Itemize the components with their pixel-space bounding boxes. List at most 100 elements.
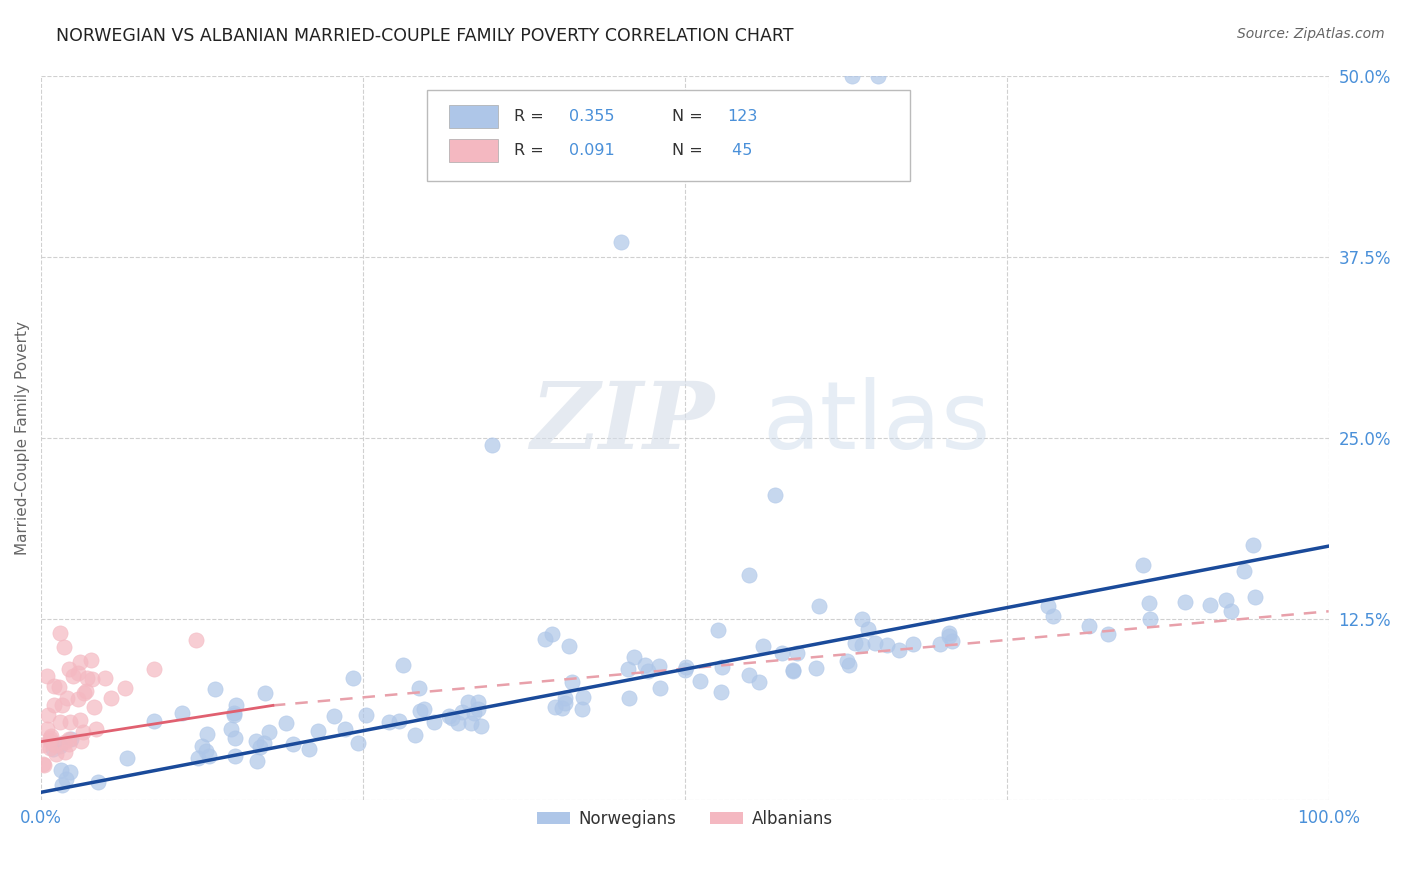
Text: 123: 123 <box>727 110 758 124</box>
Point <box>53 640 76 655</box>
Point <box>31 738 53 752</box>
Point <box>59 732 82 747</box>
Point <box>59 765 82 780</box>
Point <box>460 715 482 730</box>
Point <box>533 632 555 647</box>
Point <box>347 736 370 750</box>
Point <box>938 626 960 640</box>
Text: N =: N = <box>672 110 707 124</box>
Point <box>354 708 377 723</box>
Point <box>32 758 55 772</box>
Point <box>648 681 671 695</box>
Point <box>450 705 472 719</box>
Point <box>748 675 770 690</box>
Point <box>463 706 485 720</box>
Point <box>322 709 344 723</box>
Point <box>838 658 860 673</box>
Point <box>281 737 304 751</box>
Point <box>224 731 246 746</box>
Point <box>224 749 246 764</box>
Point <box>67 665 90 680</box>
Point <box>49 763 72 777</box>
Point <box>83 700 105 714</box>
Point <box>67 691 90 706</box>
Point <box>191 739 214 754</box>
Point <box>53 735 76 749</box>
Point <box>86 775 108 789</box>
Point <box>253 685 276 699</box>
Point <box>219 722 242 736</box>
Point <box>404 728 426 742</box>
Point <box>274 715 297 730</box>
Point <box>249 740 271 755</box>
Point <box>48 680 70 694</box>
Point <box>31 757 53 772</box>
Point <box>617 662 640 676</box>
Point <box>42 742 65 756</box>
Point <box>76 672 98 686</box>
Point <box>198 748 221 763</box>
Text: ZIP: ZIP <box>530 378 714 468</box>
Point <box>49 715 72 730</box>
Point <box>45 747 67 761</box>
Point <box>41 730 63 744</box>
Point <box>457 695 479 709</box>
Point <box>51 698 73 712</box>
Bar <box>450 139 498 162</box>
Point <box>195 726 218 740</box>
Point <box>571 701 593 715</box>
Point <box>42 698 65 713</box>
Point <box>307 724 329 739</box>
Point <box>75 684 97 698</box>
Text: 0.355: 0.355 <box>569 110 614 124</box>
Point <box>437 709 460 723</box>
Point <box>413 702 436 716</box>
Point <box>782 663 804 677</box>
Point <box>100 691 122 706</box>
Point <box>49 626 72 640</box>
Point <box>804 660 827 674</box>
Point <box>44 739 66 753</box>
Point <box>423 715 446 730</box>
Text: Source: ZipAtlas.com: Source: ZipAtlas.com <box>1237 27 1385 41</box>
Point <box>710 685 733 699</box>
Point <box>1139 596 1161 610</box>
Legend: Norwegians, Albanians: Norwegians, Albanians <box>530 804 839 835</box>
FancyBboxPatch shape <box>427 90 910 180</box>
Point <box>1241 538 1264 552</box>
Point <box>222 706 245 721</box>
Point <box>184 633 207 648</box>
Point <box>617 691 640 706</box>
Point <box>59 714 82 729</box>
Point <box>69 655 91 669</box>
Point <box>37 707 59 722</box>
Point <box>1233 564 1256 578</box>
Point <box>1174 594 1197 608</box>
Point <box>844 636 866 650</box>
Text: 0.091: 0.091 <box>569 144 614 158</box>
Point <box>782 664 804 678</box>
Point <box>53 745 76 759</box>
Point <box>554 690 576 705</box>
Point <box>851 612 873 626</box>
Point <box>835 654 858 668</box>
Text: N =: N = <box>672 144 707 158</box>
Point <box>38 740 60 755</box>
Point <box>609 235 631 249</box>
Point <box>447 715 470 730</box>
Text: atlas: atlas <box>762 377 990 469</box>
Point <box>1097 627 1119 641</box>
Point <box>623 650 645 665</box>
Point <box>863 635 886 649</box>
Point <box>1042 609 1064 624</box>
Point <box>647 659 669 673</box>
Point <box>94 671 117 685</box>
Point <box>51 778 73 792</box>
Point <box>58 662 80 676</box>
Point <box>738 568 761 582</box>
Point <box>866 69 889 83</box>
Point <box>689 673 711 688</box>
Point <box>637 664 659 678</box>
Point <box>440 711 463 725</box>
Point <box>1215 593 1237 607</box>
